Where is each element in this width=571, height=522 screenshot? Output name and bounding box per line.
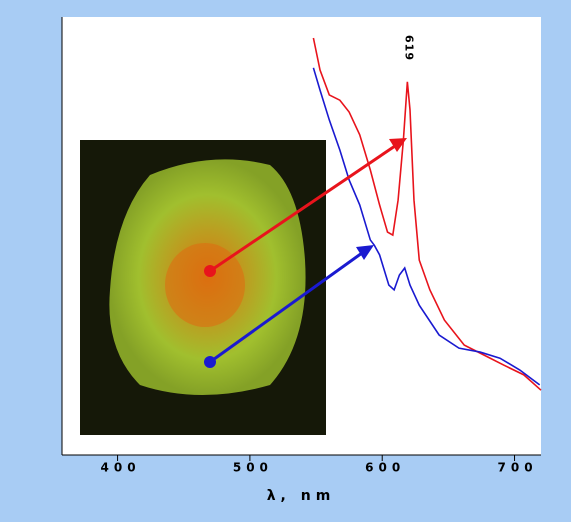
nucleus [165,243,245,327]
arrow-dot [204,356,216,368]
arrow-red [209,144,396,273]
arrow-head [389,138,407,152]
peak-annotation: 619 [402,35,415,61]
x-tick-label: 700 [498,461,538,475]
x-tick-label: 600 [365,461,405,475]
spectrum-line [312,67,541,386]
x-tick-label: 400 [101,461,141,475]
x-axis-label: λ, nm [267,488,336,504]
arrow-dot [204,265,216,277]
micrograph [80,140,326,435]
arrows [204,138,407,368]
arrow-head [356,245,374,260]
arrow-blue [209,251,363,364]
x-tick-label: 500 [233,461,273,475]
